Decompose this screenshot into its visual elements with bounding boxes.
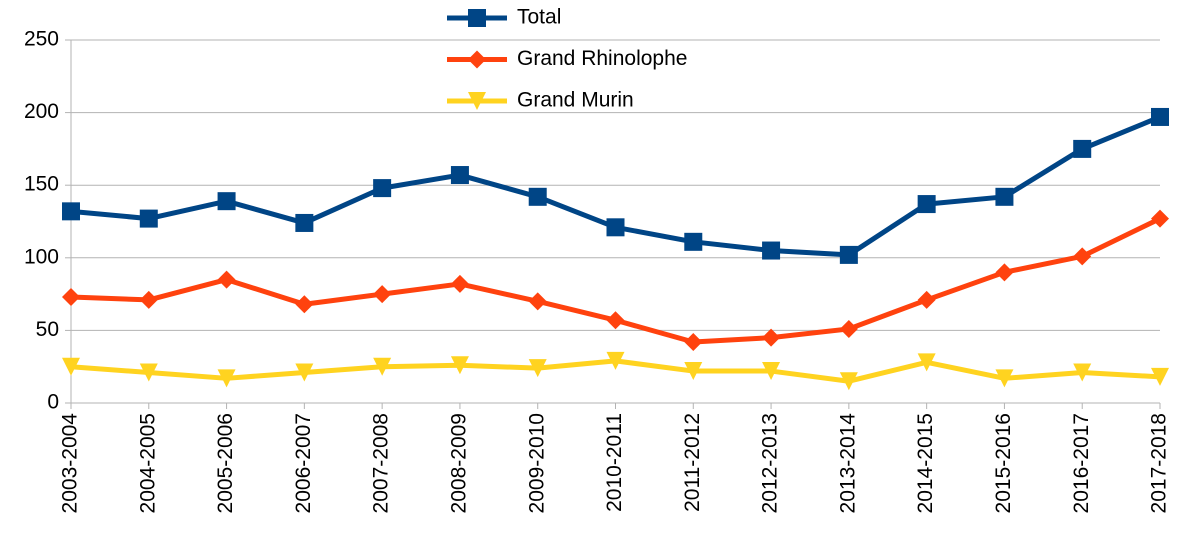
- marker: [917, 195, 936, 214]
- x-tick-label: 2012-2013: [759, 413, 782, 513]
- marker: [917, 290, 936, 309]
- legend-label: Total: [517, 6, 561, 29]
- marker: [606, 351, 625, 370]
- marker: [528, 359, 547, 378]
- marker: [606, 311, 625, 330]
- marker: [839, 245, 858, 264]
- x-tick-label: 2017-2018: [1148, 413, 1171, 513]
- marker: [684, 362, 703, 381]
- x-tick-label: 2013-2014: [836, 413, 859, 514]
- x-tick-label: 2007-2008: [370, 413, 393, 513]
- marker: [1073, 363, 1092, 382]
- x-tick-label: 2008-2009: [447, 413, 470, 513]
- marker: [917, 353, 936, 372]
- x-tick-label: 2016-2017: [1070, 413, 1093, 513]
- x-tick-label: 2009-2010: [525, 413, 548, 513]
- x-tick-label: 2004-2005: [136, 413, 159, 513]
- x-tick-label: 2010-2011: [603, 413, 626, 512]
- marker: [839, 372, 858, 391]
- y-tick-label: 150: [24, 173, 59, 196]
- legend-label: Grand Murin: [517, 89, 634, 112]
- marker: [450, 356, 469, 375]
- legend-label: Grand Rhinolophe: [517, 47, 687, 70]
- x-tick-label: 2006-2007: [292, 413, 315, 513]
- marker: [684, 232, 703, 251]
- marker: [295, 295, 314, 314]
- marker: [450, 166, 469, 185]
- marker: [62, 288, 80, 307]
- marker: [217, 369, 236, 388]
- x-tick-label: 2005-2006: [214, 413, 237, 513]
- marker: [1073, 247, 1092, 266]
- marker: [450, 274, 469, 293]
- marker: [62, 202, 80, 221]
- marker: [468, 50, 486, 69]
- marker: [139, 209, 158, 228]
- marker: [684, 333, 703, 352]
- y-tick-label: 100: [24, 245, 59, 268]
- marker: [762, 328, 781, 347]
- marker: [995, 369, 1014, 388]
- marker: [762, 362, 781, 381]
- marker: [295, 363, 314, 382]
- marker: [139, 290, 158, 309]
- marker: [1073, 139, 1092, 158]
- marker: [373, 285, 392, 304]
- marker: [468, 92, 486, 110]
- x-tick-label: 2014-2015: [914, 413, 937, 513]
- x-tick-label: 2003-2004: [59, 413, 82, 514]
- marker: [1151, 209, 1169, 228]
- marker: [528, 187, 547, 206]
- marker: [606, 218, 625, 237]
- marker: [995, 263, 1014, 282]
- marker: [139, 363, 158, 382]
- marker: [762, 241, 781, 260]
- y-tick-label: 0: [47, 391, 59, 414]
- marker: [528, 292, 547, 311]
- marker: [468, 9, 486, 27]
- marker: [839, 319, 858, 338]
- x-tick-label: 2015-2016: [992, 413, 1015, 513]
- marker: [217, 192, 236, 211]
- marker: [373, 357, 392, 376]
- marker: [1151, 107, 1169, 126]
- y-tick-label: 250: [24, 28, 59, 51]
- y-tick-label: 50: [36, 318, 59, 341]
- marker: [62, 357, 80, 376]
- marker: [995, 187, 1014, 206]
- marker: [217, 270, 236, 289]
- marker: [373, 179, 392, 198]
- x-tick-label: 2011-2012: [681, 413, 704, 512]
- y-tick-label: 200: [24, 100, 59, 123]
- marker: [295, 213, 314, 232]
- marker: [1151, 367, 1169, 386]
